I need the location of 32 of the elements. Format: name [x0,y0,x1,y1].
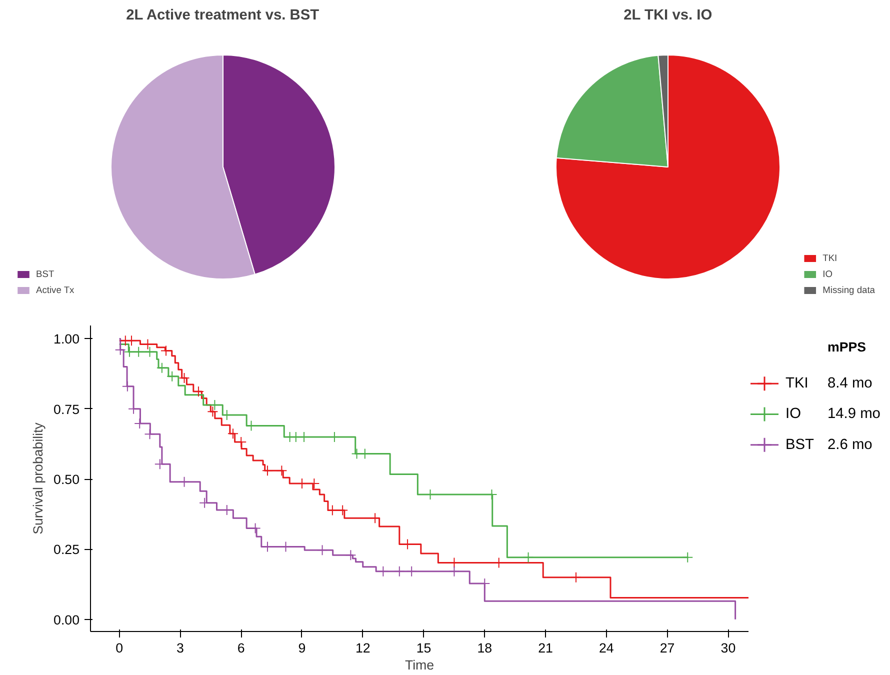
legend-title: mPPS [828,339,866,354]
x-tick-label: 15 [416,640,432,656]
x-tick-label: 21 [538,640,553,656]
y-tick-label: 1.00 [54,332,80,347]
legend-label: Active Tx [36,285,74,295]
x-tick-label: 27 [660,640,675,656]
y-tick-label: 0.25 [54,542,80,558]
y-tick-label: 0.75 [54,402,80,417]
legend-label: TKI [822,253,838,263]
y-tick-label: 0.00 [54,612,80,628]
legend-label: IO [822,269,834,279]
legend-label: BST [786,436,814,453]
x-axis-title: Time [404,658,434,672]
x-tick-label: 0 [116,640,124,656]
legend-label: IO [786,406,801,422]
text: 2.6 mo [828,436,872,453]
text: 8.4 mo [828,376,872,392]
x-tick-label: 3 [176,640,184,656]
legend-label: Missing data [822,285,875,295]
chart-title: 2L Active treatment vs. BST [126,8,320,24]
legend-label: BST [36,269,56,279]
y-tick-label: 0.50 [54,472,80,488]
chart-title: 2L TKI vs. IO [624,8,712,24]
x-tick-label: 18 [477,640,492,656]
text: 14.9 mo [828,406,880,422]
y-axis-title: Survival probability [30,422,46,534]
x-tick-label: 30 [720,640,736,656]
x-tick-label: 9 [298,640,306,656]
x-tick-label: 12 [355,640,370,656]
x-tick-label: 24 [599,640,614,656]
x-tick-label: 6 [237,640,245,656]
legend-label: TKI [786,376,808,392]
